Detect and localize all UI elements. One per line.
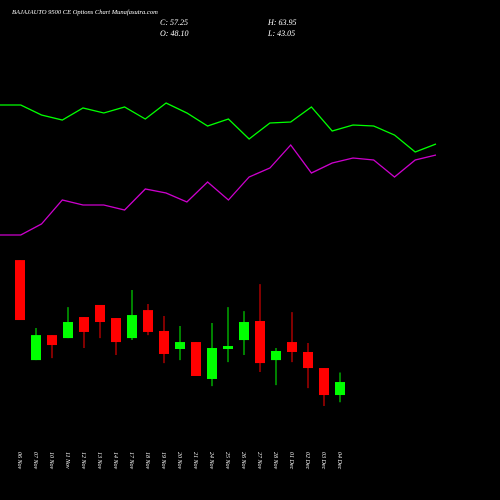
candle-body xyxy=(31,335,41,361)
candle-body xyxy=(15,260,25,321)
indicator-line xyxy=(0,102,437,153)
candle-body xyxy=(127,315,137,339)
close-label: C: 57.25 xyxy=(160,18,188,27)
indicator-line xyxy=(0,143,437,236)
candle-body xyxy=(79,317,89,332)
x-tick-label: 06 Nov xyxy=(16,452,22,470)
chart-title: BAJAJAUTO 9500 CE Options Chart Munafasu… xyxy=(12,9,158,16)
candle-body xyxy=(95,304,105,323)
candle-body xyxy=(159,330,169,354)
candle-body xyxy=(223,346,233,350)
high-label: H: 63.95 xyxy=(267,18,296,27)
x-tick-label: 11 Nov xyxy=(64,452,70,469)
candle-body xyxy=(287,342,297,352)
x-tick-label: 03 Dec xyxy=(320,452,326,469)
x-tick-label: 07 Nov xyxy=(32,452,38,470)
candle-body xyxy=(207,348,217,379)
candle-body xyxy=(47,335,57,346)
x-tick-label: 14 Nov xyxy=(112,452,119,470)
candle-body xyxy=(255,321,265,364)
candle-body xyxy=(143,310,153,332)
candle-body xyxy=(303,351,313,369)
x-tick-label: 26 Nov xyxy=(240,452,246,470)
x-tick-label: 24 Nov xyxy=(208,452,215,470)
candle-body xyxy=(319,368,329,396)
x-tick-label: 02 Dec xyxy=(304,452,310,469)
x-tick-label: 01 Dec xyxy=(288,452,294,469)
candle-body xyxy=(239,322,249,341)
candle-body xyxy=(191,342,201,376)
open-label: O: 48.10 xyxy=(160,29,188,38)
candle-body xyxy=(335,382,345,396)
x-tick-label: 28 Nov xyxy=(272,452,278,470)
x-tick-label: 04 Dec xyxy=(336,452,343,469)
x-tick-label: 20 Nov xyxy=(176,452,182,470)
x-tick-label: 25 Nov xyxy=(224,452,230,470)
candle-body xyxy=(111,318,121,343)
candle-body xyxy=(63,322,73,339)
low-label: L: 43.05 xyxy=(267,29,295,38)
x-tick-label: 13 Nov xyxy=(96,452,102,470)
candle-body xyxy=(271,350,281,361)
x-tick-label: 19 Nov xyxy=(160,452,166,470)
x-tick-label: 10 Nov xyxy=(48,452,54,470)
x-tick-label: 17 Nov xyxy=(128,452,134,470)
x-tick-label: 21 Nov xyxy=(192,452,198,470)
x-tick-label: 12 Nov xyxy=(80,452,86,470)
candle-body xyxy=(175,342,185,350)
x-tick-label: 18 Nov xyxy=(144,452,150,470)
x-tick-label: 27 Nov xyxy=(256,452,262,470)
